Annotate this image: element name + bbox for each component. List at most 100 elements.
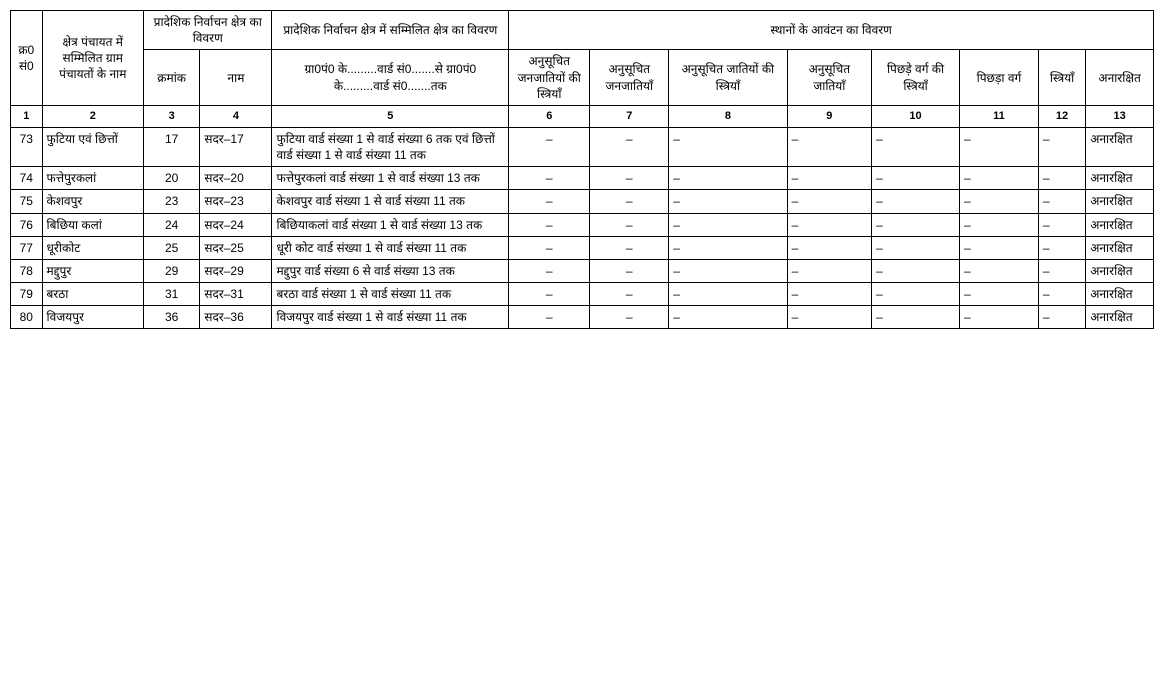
table-row: 79बरठा31सदर–31बरठा वार्ड संख्या 1 से वार… (11, 283, 1154, 306)
subheader-ward: ग्रा0पं0 के.........वार्ड सं0.......से ग… (272, 50, 509, 106)
cell-c7: – (590, 306, 669, 329)
cell-c8: – (669, 306, 787, 329)
cell-kramank: 29 (143, 259, 199, 282)
cell-gram: धूरीकोट (42, 236, 143, 259)
cell-c6: – (509, 283, 590, 306)
cell-c9: – (787, 213, 872, 236)
cell-c13: अनारक्षित (1086, 213, 1154, 236)
cell-gram: विजयपुर (42, 306, 143, 329)
cell-gram: केशवपुर (42, 190, 143, 213)
cell-c13: अनारक्षित (1086, 283, 1154, 306)
cell-c6: – (509, 127, 590, 166)
colnum-3: 3 (143, 105, 199, 127)
cell-c7: – (590, 127, 669, 166)
header-included-area: प्रादेशिक निर्वाचन क्षेत्र में सम्मिलित … (272, 11, 509, 50)
cell-serial: 79 (11, 283, 43, 306)
cell-c9: – (787, 236, 872, 259)
cell-c9: – (787, 127, 872, 166)
colnum-10: 10 (872, 105, 960, 127)
colnum-4: 4 (200, 105, 272, 127)
cell-naam: सदर–36 (200, 306, 272, 329)
cell-c9: – (787, 167, 872, 190)
cell-c8: – (669, 167, 787, 190)
cell-c6: – (509, 190, 590, 213)
cell-c13: अनारक्षित (1086, 236, 1154, 259)
cell-kramank: 17 (143, 127, 199, 166)
cell-c10: – (872, 127, 960, 166)
cell-c6: – (509, 167, 590, 190)
cell-c12: – (1038, 127, 1085, 166)
cell-c7: – (590, 213, 669, 236)
cell-gram: फत्तेपुरकलां (42, 167, 143, 190)
cell-c8: – (669, 190, 787, 213)
cell-kramank: 36 (143, 306, 199, 329)
cell-c11: – (960, 127, 1039, 166)
cell-ward: बिछियाकलां वार्ड संख्या 1 से वार्ड संख्य… (272, 213, 509, 236)
cell-c11: – (960, 283, 1039, 306)
cell-naam: सदर–25 (200, 236, 272, 259)
subheader-c8: अनुसूचित जातियों की स्त्रियाँ (669, 50, 787, 106)
cell-naam: सदर–29 (200, 259, 272, 282)
table-row: 77धूरीकोट25सदर–25धूरी कोट वार्ड संख्या 1… (11, 236, 1154, 259)
cell-gram: बरठा (42, 283, 143, 306)
header-gram: क्षेत्र पंचायत में सम्मिलित ग्राम पंचायत… (42, 11, 143, 106)
colnum-5: 5 (272, 105, 509, 127)
cell-c7: – (590, 283, 669, 306)
cell-c10: – (872, 236, 960, 259)
cell-kramank: 20 (143, 167, 199, 190)
subheader-naam: नाम (200, 50, 272, 106)
cell-gram: मद्दुपुर (42, 259, 143, 282)
cell-ward: विजयपुर वार्ड संख्या 1 से वार्ड संख्या 1… (272, 306, 509, 329)
cell-c8: – (669, 236, 787, 259)
cell-serial: 74 (11, 167, 43, 190)
cell-c11: – (960, 190, 1039, 213)
cell-c12: – (1038, 190, 1085, 213)
cell-c13: अनारक्षित (1086, 167, 1154, 190)
allocation-table: क्र0 सं0 क्षेत्र पंचायत में सम्मिलित ग्र… (10, 10, 1154, 329)
subheader-c12: स्त्रियाँ (1038, 50, 1085, 106)
cell-ward: धूरी कोट वार्ड संख्या 1 से वार्ड संख्या … (272, 236, 509, 259)
cell-kramank: 25 (143, 236, 199, 259)
cell-c7: – (590, 167, 669, 190)
cell-c13: अनारक्षित (1086, 127, 1154, 166)
cell-naam: सदर–24 (200, 213, 272, 236)
cell-ward: मद्दुपुर वार्ड संख्या 6 से वार्ड संख्या … (272, 259, 509, 282)
cell-gram: बिछिया कलां (42, 213, 143, 236)
subheader-c13: अनारक्षित (1086, 50, 1154, 106)
table-row: 75केशवपुर23सदर–23केशवपुर वार्ड संख्या 1 … (11, 190, 1154, 213)
colnum-7: 7 (590, 105, 669, 127)
cell-c12: – (1038, 259, 1085, 282)
cell-serial: 77 (11, 236, 43, 259)
cell-naam: सदर–23 (200, 190, 272, 213)
cell-c11: – (960, 213, 1039, 236)
cell-ward: फुटिया वार्ड संख्या 1 से वार्ड संख्या 6 … (272, 127, 509, 166)
colnum-11: 11 (960, 105, 1039, 127)
cell-c9: – (787, 283, 872, 306)
cell-c6: – (509, 306, 590, 329)
cell-serial: 75 (11, 190, 43, 213)
cell-c7: – (590, 259, 669, 282)
cell-serial: 80 (11, 306, 43, 329)
cell-c11: – (960, 167, 1039, 190)
cell-c10: – (872, 167, 960, 190)
cell-c6: – (509, 213, 590, 236)
subheader-c11: पिछड़ा वर्ग (960, 50, 1039, 106)
colnum-1: 1 (11, 105, 43, 127)
cell-ward: फत्तेपुरकलां वार्ड संख्या 1 से वार्ड संख… (272, 167, 509, 190)
cell-c12: – (1038, 213, 1085, 236)
cell-ward: केशवपुर वार्ड संख्या 1 से वार्ड संख्या 1… (272, 190, 509, 213)
cell-ward: बरठा वार्ड संख्या 1 से वार्ड संख्या 11 त… (272, 283, 509, 306)
cell-c12: – (1038, 283, 1085, 306)
table-row: 78मद्दुपुर29सदर–29मद्दुपुर वार्ड संख्या … (11, 259, 1154, 282)
subheader-c6: अनुसूचित जनजातियों की स्त्रियाँ (509, 50, 590, 106)
header-constituency: प्रादेशिक निर्वाचन क्षेत्र का विवरण (143, 11, 272, 50)
cell-naam: सदर–31 (200, 283, 272, 306)
cell-c8: – (669, 259, 787, 282)
cell-kramank: 24 (143, 213, 199, 236)
cell-c10: – (872, 213, 960, 236)
cell-c7: – (590, 190, 669, 213)
cell-c13: अनारक्षित (1086, 259, 1154, 282)
cell-c10: – (872, 306, 960, 329)
colnum-12: 12 (1038, 105, 1085, 127)
cell-naam: सदर–20 (200, 167, 272, 190)
